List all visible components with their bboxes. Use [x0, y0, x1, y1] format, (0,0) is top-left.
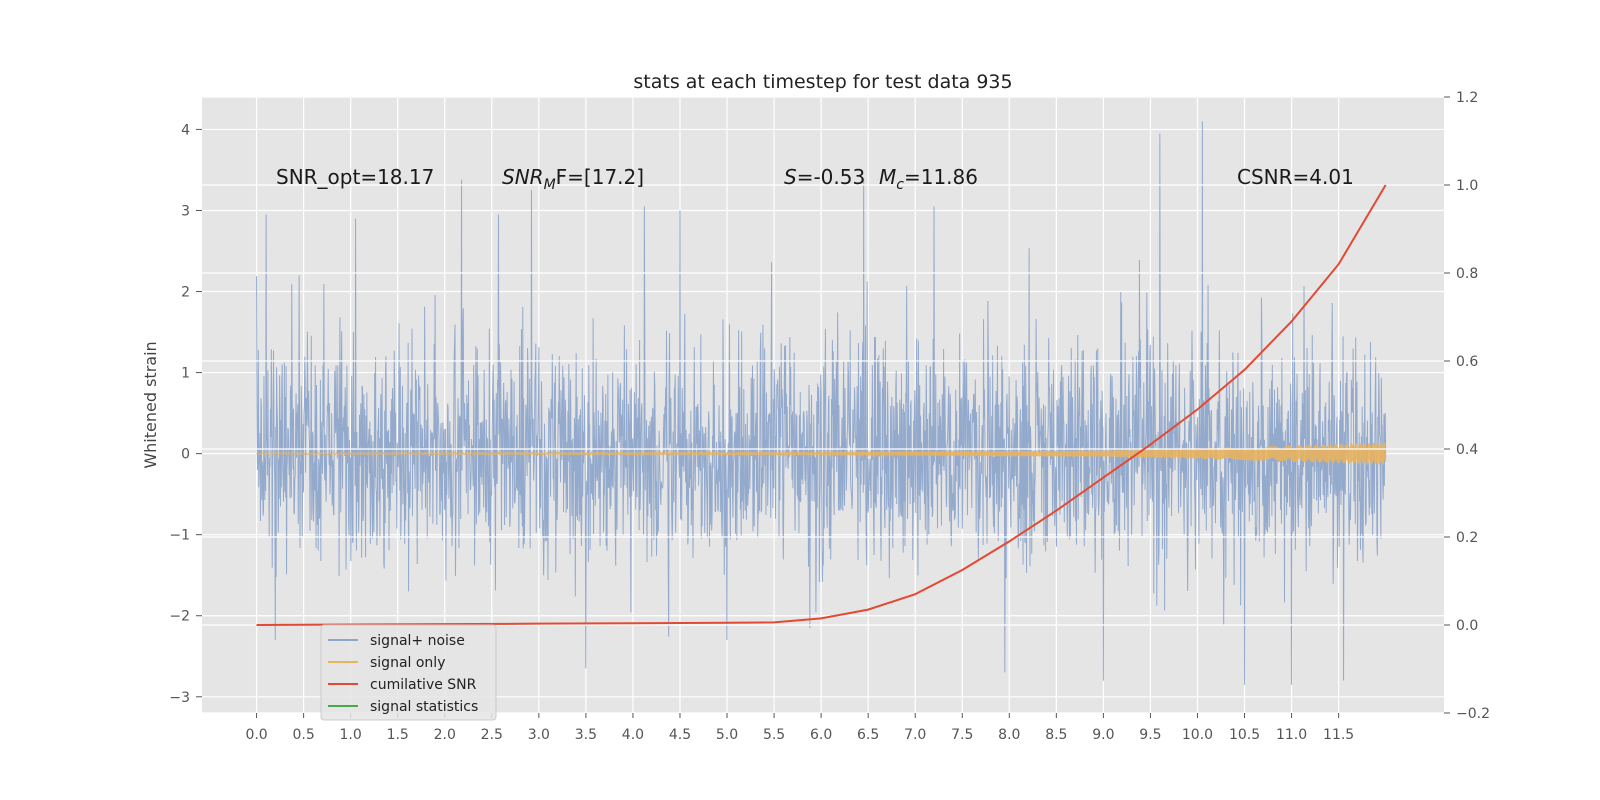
x-axis-ticks: 0.0 0.5 1.0 1.5 2.0 2.5 3.0 3.5 4.0 4.5 5.0 5.5 6.0 6…	[245, 713, 1354, 743]
x-tick-label: 6.0	[810, 727, 832, 743]
annotation-snr-opt: SNR_opt=18.17	[276, 165, 434, 189]
legend: signal+ noise signal only cumilative SNR…	[320, 624, 497, 721]
x-tick-label: 11.0	[1276, 727, 1307, 743]
annotation-snr-mf-sub: M	[544, 177, 556, 193]
x-tick-label: 5.5	[763, 727, 785, 743]
annotation-snr-mf-rest: F=[17.2]	[556, 165, 644, 189]
x-tick-label: 3.5	[575, 727, 597, 743]
legend-label-signal-only: signal only	[370, 655, 445, 671]
signal-only-series	[256, 442, 1387, 465]
legend-label-signal-noise: signal+ noise	[370, 633, 465, 649]
annotation-mc-rest: =11.86	[904, 165, 978, 189]
cumulative-snr-series	[256, 184, 1387, 626]
signal-noise-series	[256, 121, 1387, 685]
x-tick-label: 7.0	[904, 727, 926, 743]
x-tick-label: 10.0	[1182, 727, 1213, 743]
y-tick-label: −3	[169, 690, 190, 706]
x-tick-label: 9.5	[1139, 727, 1161, 743]
x-tick-label: 6.5	[857, 727, 879, 743]
x-tick-label: 4.5	[669, 727, 691, 743]
x-tick-label: 8.5	[1045, 727, 1067, 743]
annotation-s-main: S	[784, 165, 797, 189]
x-tick-label: 8.0	[998, 727, 1020, 743]
signal-only-line	[256, 442, 1387, 465]
x-tick-label: 5.0	[716, 727, 738, 743]
annotation-snr-mf: SNRMF=[17.2]	[502, 165, 644, 193]
y-tick-label: 2	[181, 285, 190, 301]
y2-tick-label: 0.0	[1456, 618, 1478, 634]
legend-box	[320, 624, 497, 721]
x-tick-label: 9.0	[1092, 727, 1114, 743]
x-tick-label: 1.5	[387, 727, 409, 743]
y2-tick-label: 0.8	[1456, 266, 1478, 282]
y-tick-label: 1	[181, 366, 190, 382]
y-axis-title: Whitened strain	[141, 341, 160, 468]
y-tick-label: −1	[169, 528, 190, 544]
annotation-mc: Mc=11.86	[879, 165, 978, 193]
annotation-s: S=-0.53	[784, 165, 865, 189]
x-tick-label: 0.5	[292, 727, 314, 743]
y-tick-label: 4	[181, 122, 190, 138]
right-axis-grid	[202, 96, 1444, 714]
x-tick-label: 10.5	[1229, 727, 1260, 743]
y2-tick-label: −0.2	[1456, 706, 1490, 722]
legend-label-signal-statistics: signal statistics	[370, 699, 478, 715]
y-axis-ticks: −3 −2 −1 0 1 2 3 4	[169, 122, 202, 706]
y2-tick-label: 0.4	[1456, 442, 1478, 458]
x-tick-label: 1.0	[340, 727, 362, 743]
x-tick-label: 2.0	[434, 727, 456, 743]
x-tick-label: 3.0	[528, 727, 550, 743]
annotation-mc-main: M	[879, 165, 896, 189]
annotation-csnr: CSNR=4.01	[1237, 165, 1354, 189]
chart-title: stats at each timestep for test data 935	[633, 71, 1012, 93]
y2-axis-ticks: −0.2 0.0 0.2 0.4 0.6 0.8 1.0 1.2	[1444, 90, 1490, 722]
y2-tick-label: 1.2	[1456, 90, 1478, 106]
legend-label-cumulative-snr: cumilative SNR	[370, 677, 477, 693]
cumulative-snr-line	[256, 184, 1387, 626]
x-tick-label: 7.5	[951, 727, 973, 743]
annotation-snr-mf-main: SNR	[502, 165, 544, 189]
y-tick-label: 3	[181, 203, 190, 219]
y2-tick-label: 0.6	[1456, 354, 1478, 370]
x-tick-label: 11.5	[1323, 727, 1354, 743]
plot-background	[202, 97, 1444, 713]
annotation-mc-sub: c	[896, 177, 904, 193]
y2-tick-label: 0.2	[1456, 530, 1478, 546]
y2-tick-label: 1.0	[1456, 178, 1478, 194]
x-tick-label: 4.0	[622, 727, 644, 743]
x-tick-label: 0.0	[245, 727, 267, 743]
y-tick-label: 0	[181, 447, 190, 463]
x-tick-label: 2.5	[481, 727, 503, 743]
signal-noise-line	[256, 121, 1387, 685]
y-tick-label: −2	[169, 609, 190, 625]
annotation-s-rest: =-0.53	[797, 165, 866, 189]
